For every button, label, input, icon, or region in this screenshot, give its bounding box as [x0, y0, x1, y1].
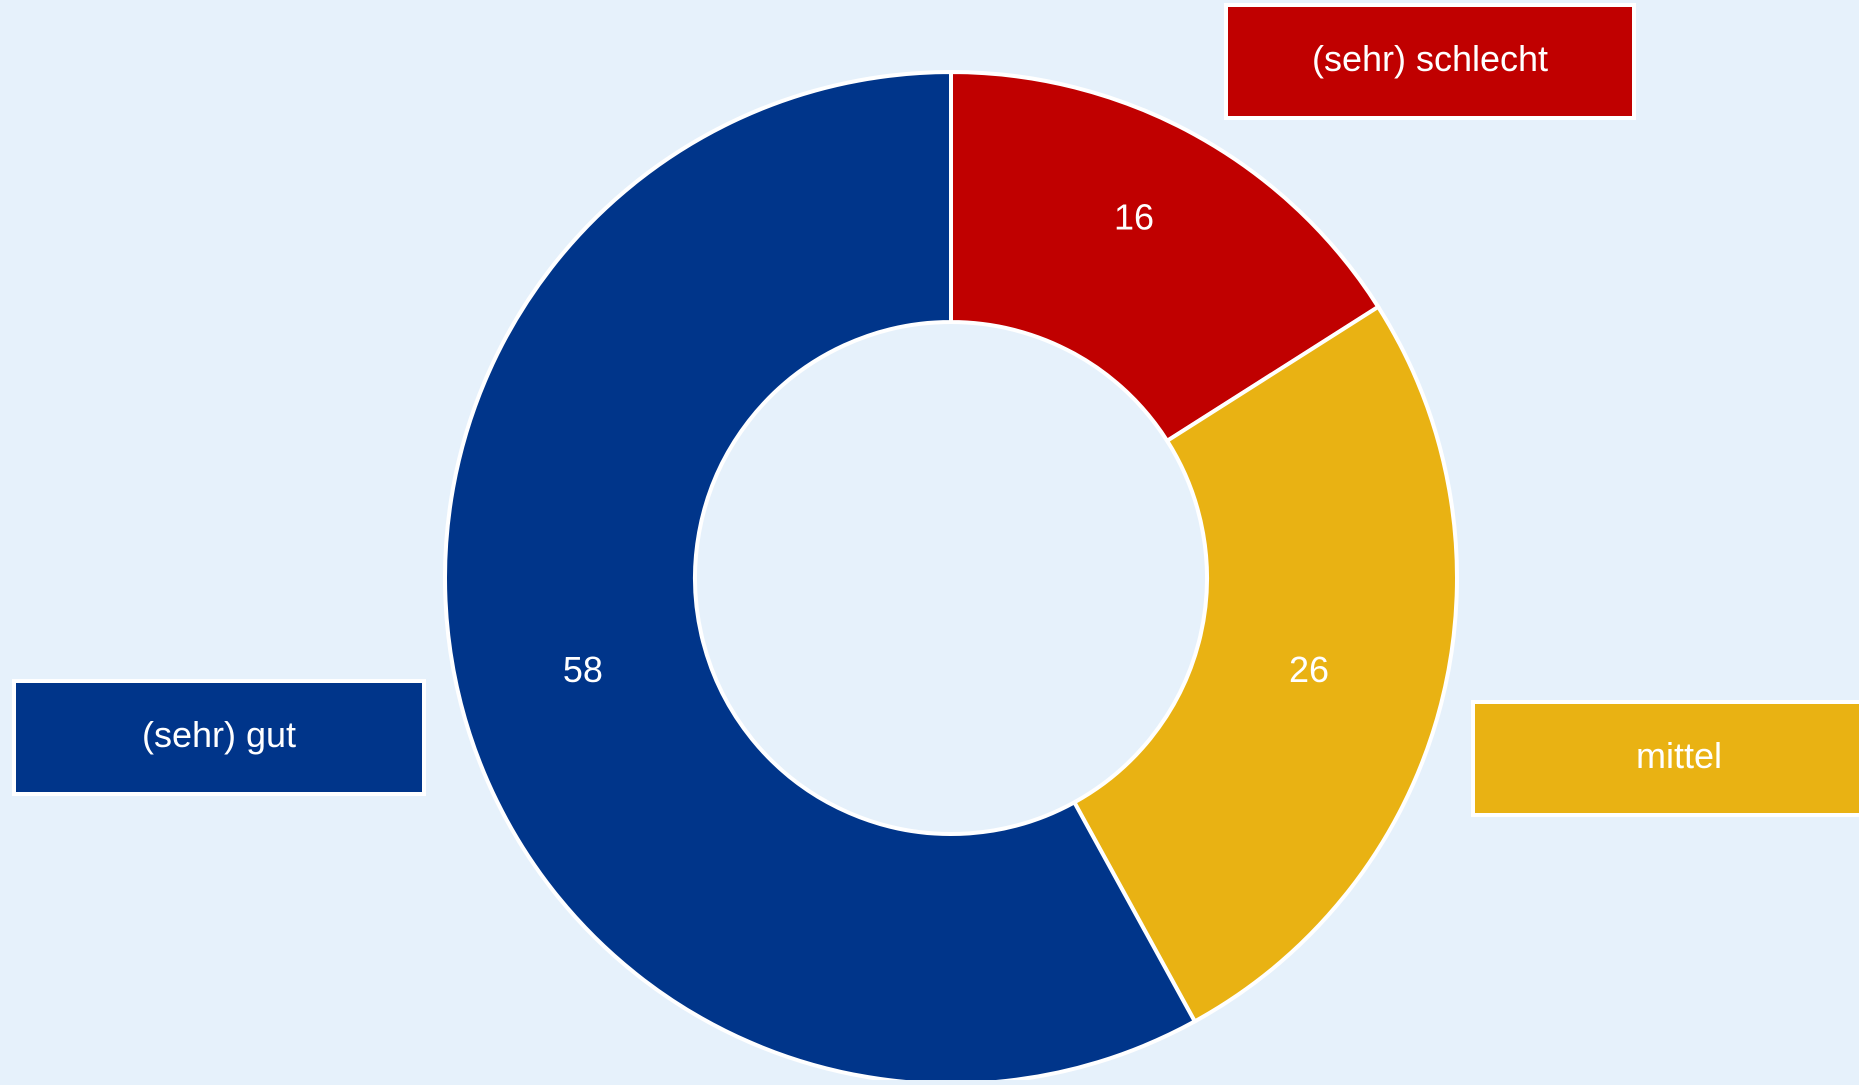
callout-label-mittel: mittel: [1636, 735, 1722, 776]
callout-box-sehr-gut: [12, 679, 426, 796]
donut-slices: [443, 69, 1459, 1085]
callout-sehr-gut: (sehr) gut: [12, 679, 426, 796]
value-label-mittel: 26: [1289, 649, 1329, 690]
callout-label-sehr-schlecht: (sehr) schlecht: [1312, 38, 1548, 79]
value-label-sehr-gut: 58: [563, 649, 603, 690]
callout-mittel: mittel: [1471, 700, 1859, 817]
donut-slice-sehr-gut: [443, 69, 1198, 1085]
donut-value-labels: 16 26 58: [563, 197, 1329, 690]
donut-slice-sehr-schlecht: [949, 69, 1381, 444]
callout-box-mittel: [1471, 700, 1859, 817]
callout-sehr-schlecht: (sehr) schlecht: [1224, 3, 1636, 120]
callout-label-sehr-gut: (sehr) gut: [142, 714, 296, 755]
donut-slice-mittel: [1071, 304, 1459, 1025]
callout-box-sehr-schlecht: [1224, 3, 1636, 120]
category-callouts: (sehr) schlecht mittel (sehr) gut: [12, 3, 1859, 817]
value-label-sehr-schlecht: 16: [1114, 197, 1154, 238]
